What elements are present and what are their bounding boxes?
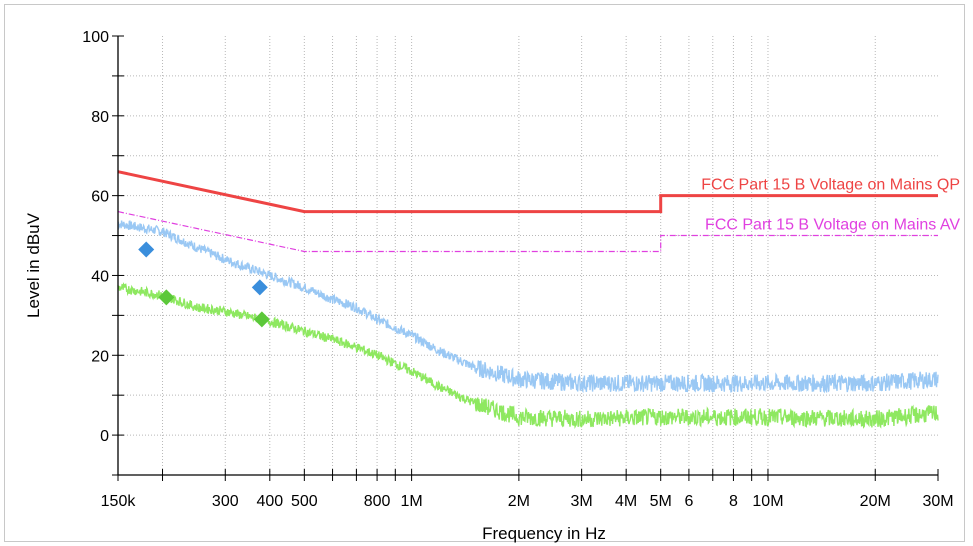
y-tick-label: 40	[91, 268, 109, 285]
measurement-marker	[138, 241, 155, 258]
x-tick-label: 4M	[615, 493, 637, 510]
limit-line-label: FCC Part 15 B Voltage on Mains QP	[701, 177, 960, 194]
x-tick-label: 6	[684, 493, 693, 510]
axes: 0 20 40 60 80 100 150k 300 400 500 800 1M 2M 3M 4M 5M 6 8…	[82, 29, 953, 510]
x-tick-label: 30M	[922, 493, 953, 510]
x-tick-label: 10M	[752, 493, 783, 510]
x-tick-label: 400	[256, 493, 283, 510]
x-tick-label: 300	[212, 493, 239, 510]
series-line-1	[117, 282, 939, 430]
x-tick-label: 3M	[571, 493, 593, 510]
plot-area	[118, 36, 938, 475]
limit-line-label: FCC Part 15 B Voltage on Mains AV	[705, 217, 960, 234]
x-axis-label: Frequency in Hz	[482, 524, 606, 543]
y-tick-label: 0	[100, 428, 109, 445]
limit-line-0	[117, 170, 938, 214]
x-tick-label: 150k	[101, 493, 137, 510]
chart-frame: FCC Part 15 B Voltage on Mains QP FCC Par…	[4, 4, 965, 543]
x-tick-label: 2M	[508, 493, 530, 510]
series-line-0	[117, 220, 939, 394]
measurement-marker	[251, 279, 268, 296]
x-tick-label: 20M	[860, 493, 891, 510]
y-tick-label: 100	[82, 29, 109, 46]
y-tick-label: 80	[91, 109, 109, 126]
emission-chart: FCC Part 15 B Voltage on Mains QP FCC Par…	[24, 29, 960, 543]
y-tick-label: 60	[91, 189, 109, 206]
x-tick-label: 1M	[400, 493, 422, 510]
series-lines	[117, 220, 939, 430]
y-axis-label: Level in dBuV	[24, 212, 43, 318]
x-tick-label: 500	[291, 493, 318, 510]
x-tick-label: 800	[364, 493, 391, 510]
grid-layer	[118, 36, 938, 475]
limit-lines: FCC Part 15 B Voltage on Mains QP FCC Par…	[117, 170, 960, 253]
x-tick-label: 5M	[650, 493, 672, 510]
measurement-marker	[158, 289, 175, 306]
x-tick-label: 8	[729, 493, 738, 510]
y-tick-label: 20	[91, 348, 109, 365]
